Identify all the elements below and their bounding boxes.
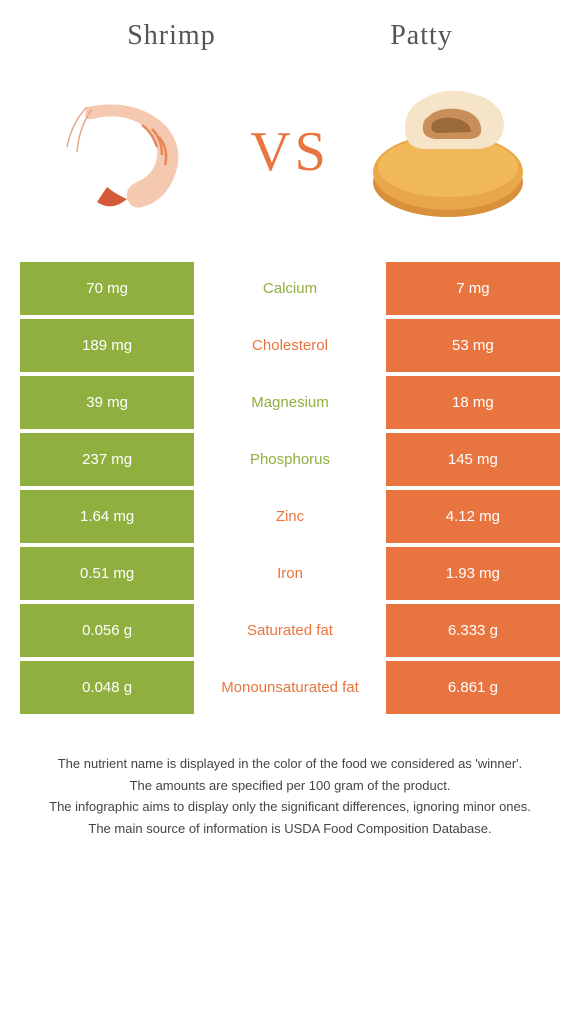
- left-value: 0.51 mg: [20, 547, 194, 600]
- left-value: 39 mg: [20, 376, 194, 429]
- left-value: 0.056 g: [20, 604, 194, 657]
- nutrient-row: 39 mgMagnesium18 mg: [20, 376, 560, 429]
- nutrient-row: 0.048 gMonounsaturated fat6.861 g: [20, 661, 560, 714]
- nutrient-row: 0.51 mgIron1.93 mg: [20, 547, 560, 600]
- nutrient-label: Zinc: [194, 490, 386, 543]
- left-value: 1.64 mg: [20, 490, 194, 543]
- footer-line: The nutrient name is displayed in the co…: [20, 754, 560, 774]
- right-value: 6.861 g: [386, 661, 560, 714]
- patty-illustration: [363, 67, 533, 237]
- right-value: 1.93 mg: [386, 547, 560, 600]
- left-value: 70 mg: [20, 262, 194, 315]
- nutrient-label: Saturated fat: [194, 604, 386, 657]
- nutrient-label: Cholesterol: [194, 319, 386, 372]
- nutrient-label: Magnesium: [194, 376, 386, 429]
- right-food-title: Patty: [390, 20, 453, 52]
- nutrient-label: Phosphorus: [194, 433, 386, 486]
- right-value: 4.12 mg: [386, 490, 560, 543]
- images-row: VS: [0, 62, 580, 262]
- footer-line: The infographic aims to display only the…: [20, 797, 560, 817]
- footer-line: The amounts are specified per 100 gram o…: [20, 776, 560, 796]
- header: Shrimp Patty: [0, 0, 580, 62]
- right-value: 53 mg: [386, 319, 560, 372]
- right-value: 145 mg: [386, 433, 560, 486]
- footer-line: The main source of information is USDA F…: [20, 819, 560, 839]
- nutrient-table: 70 mgCalcium7 mg189 mgCholesterol53 mg39…: [20, 262, 560, 714]
- nutrient-row: 0.056 gSaturated fat6.333 g: [20, 604, 560, 657]
- right-value: 6.333 g: [386, 604, 560, 657]
- left-value: 237 mg: [20, 433, 194, 486]
- right-value: 7 mg: [386, 262, 560, 315]
- left-food-title: Shrimp: [127, 20, 215, 52]
- nutrient-label: Monounsaturated fat: [194, 661, 386, 714]
- left-value: 189 mg: [20, 319, 194, 372]
- nutrient-row: 1.64 mgZinc4.12 mg: [20, 490, 560, 543]
- nutrient-row: 237 mgPhosphorus145 mg: [20, 433, 560, 486]
- nutrient-label: Iron: [194, 547, 386, 600]
- shrimp-illustration: [47, 67, 217, 237]
- nutrient-label: Calcium: [194, 262, 386, 315]
- nutrient-row: 70 mgCalcium7 mg: [20, 262, 560, 315]
- footer-notes: The nutrient name is displayed in the co…: [20, 754, 560, 838]
- vs-label: VS: [250, 120, 330, 184]
- right-value: 18 mg: [386, 376, 560, 429]
- left-value: 0.048 g: [20, 661, 194, 714]
- nutrient-row: 189 mgCholesterol53 mg: [20, 319, 560, 372]
